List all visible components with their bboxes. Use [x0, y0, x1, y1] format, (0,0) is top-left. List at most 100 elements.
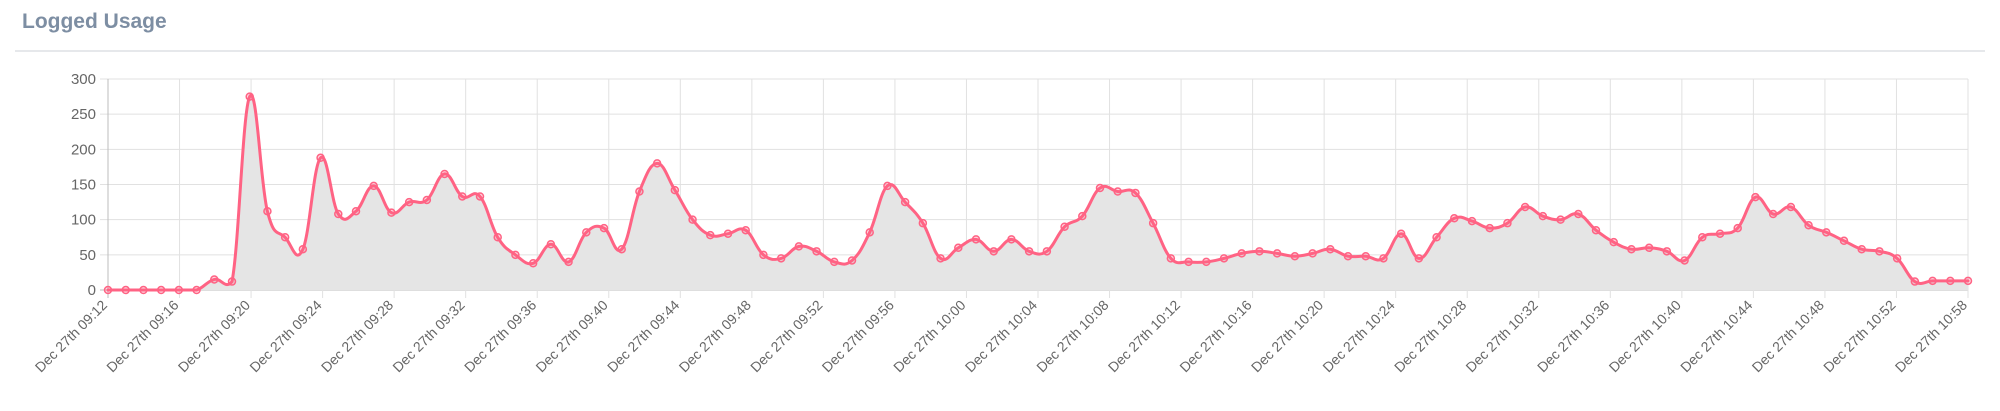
data-point[interactable] [847, 256, 857, 265]
data-point[interactable] [528, 259, 538, 268]
data-point[interactable] [1751, 192, 1760, 202]
data-point[interactable] [741, 225, 750, 235]
data-point[interactable] [351, 206, 361, 216]
data-point[interactable] [422, 195, 432, 205]
data-point[interactable] [617, 244, 626, 254]
data-point[interactable] [263, 206, 272, 216]
data-point[interactable] [1450, 214, 1459, 223]
data-point[interactable] [635, 187, 644, 196]
data-point[interactable] [599, 223, 609, 233]
data-point[interactable] [830, 257, 839, 267]
data-point[interactable] [1042, 247, 1052, 256]
data-point[interactable] [759, 250, 768, 260]
data-point[interactable] [1024, 247, 1034, 256]
data-point[interactable] [1662, 247, 1672, 256]
data-point[interactable] [1113, 187, 1122, 196]
data-point[interactable] [582, 228, 591, 237]
data-point[interactable] [1946, 276, 1955, 286]
data-point[interactable] [156, 285, 166, 295]
data-point[interactable] [776, 254, 786, 263]
data-point[interactable] [1379, 254, 1388, 263]
data-point[interactable] [1343, 251, 1353, 261]
data-point[interactable] [652, 159, 662, 168]
data-point[interactable] [1078, 211, 1087, 221]
data-point[interactable] [458, 192, 467, 201]
data-point[interactable] [1148, 218, 1158, 228]
data-point[interactable] [1556, 215, 1565, 224]
data-point[interactable] [1857, 244, 1866, 254]
data-point[interactable] [1308, 249, 1317, 258]
data-point[interactable] [227, 277, 237, 286]
data-point[interactable] [1219, 254, 1229, 263]
data-point[interactable] [1538, 211, 1548, 221]
data-point[interactable] [121, 285, 130, 295]
data-point[interactable] [706, 230, 715, 240]
data-point[interactable] [1485, 223, 1494, 233]
data-point[interactable] [1839, 236, 1849, 246]
data-point[interactable] [936, 254, 945, 263]
data-point[interactable] [1467, 216, 1477, 226]
data-point[interactable] [387, 208, 396, 217]
data-point[interactable] [954, 243, 963, 253]
data-point[interactable] [511, 250, 520, 260]
data-point[interactable] [280, 233, 290, 242]
data-point[interactable] [1131, 188, 1140, 198]
data-point[interactable] [493, 233, 502, 242]
data-point[interactable] [369, 181, 378, 191]
data-point[interactable] [989, 247, 998, 256]
data-point[interactable] [1928, 276, 1937, 286]
data-point[interactable] [1414, 254, 1424, 263]
data-point[interactable] [298, 244, 308, 254]
data-point[interactable] [1627, 244, 1636, 254]
data-point[interactable] [1166, 254, 1176, 263]
data-point[interactable] [865, 228, 874, 237]
data-point[interactable] [1396, 229, 1406, 238]
data-point[interactable] [1184, 257, 1193, 267]
data-point[interactable] [1963, 276, 1973, 286]
data-point[interactable] [1786, 202, 1796, 212]
data-point[interactable] [1644, 243, 1654, 253]
data-point[interactable] [564, 257, 573, 267]
data-point[interactable] [1202, 257, 1211, 267]
data-point[interactable] [103, 285, 113, 295]
data-point[interactable] [1432, 233, 1441, 242]
data-point[interactable] [1255, 247, 1264, 256]
data-point[interactable] [1875, 247, 1884, 256]
data-point[interactable] [1822, 228, 1831, 237]
data-point[interactable] [1680, 256, 1689, 265]
data-point[interactable] [1520, 202, 1530, 212]
data-point[interactable] [723, 229, 733, 238]
data-point[interactable] [1733, 223, 1742, 233]
data-point[interactable] [794, 242, 804, 251]
data-point[interactable] [192, 285, 201, 295]
data-point[interactable] [812, 247, 821, 256]
data-point[interactable] [1272, 249, 1282, 258]
data-point[interactable] [174, 285, 184, 295]
data-point[interactable] [1326, 244, 1335, 254]
data-point[interactable] [1591, 225, 1601, 235]
data-point[interactable] [475, 192, 485, 201]
data-point[interactable] [1768, 209, 1778, 219]
data-point[interactable] [1007, 235, 1016, 244]
data-point[interactable] [918, 218, 928, 228]
data-point[interactable] [1910, 277, 1920, 286]
data-point[interactable] [210, 275, 219, 284]
data-point[interactable] [1361, 251, 1370, 261]
data-point[interactable] [1715, 229, 1725, 238]
data-point[interactable] [334, 209, 343, 219]
data-point[interactable] [1237, 249, 1246, 258]
data-point[interactable] [1892, 254, 1902, 263]
data-point[interactable] [1609, 237, 1618, 247]
data-point[interactable] [440, 169, 449, 179]
data-point[interactable] [688, 215, 697, 224]
data-point[interactable] [1060, 222, 1069, 231]
data-point[interactable] [900, 197, 910, 207]
data-point[interactable] [971, 235, 981, 244]
data-point[interactable] [316, 153, 325, 163]
data-point[interactable] [1804, 221, 1813, 230]
data-point[interactable] [404, 197, 414, 207]
data-point[interactable] [670, 185, 680, 195]
data-point[interactable] [139, 285, 148, 295]
data-point[interactable] [1290, 251, 1300, 261]
data-point[interactable] [1698, 233, 1707, 242]
